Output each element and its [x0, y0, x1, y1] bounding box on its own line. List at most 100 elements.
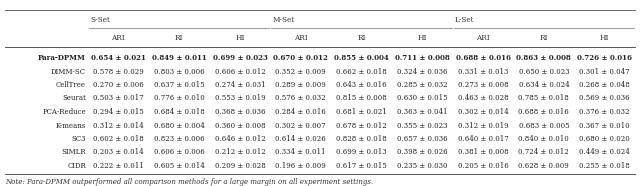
Text: 0.381 ± 0.008: 0.381 ± 0.008	[458, 148, 508, 156]
Text: 0.222 ± 0.011: 0.222 ± 0.011	[93, 162, 144, 170]
Text: 0.334 ± 0.011: 0.334 ± 0.011	[275, 148, 326, 156]
Text: 0.209 ± 0.028: 0.209 ± 0.028	[214, 162, 266, 170]
Text: 0.643 ± 0.016: 0.643 ± 0.016	[336, 81, 387, 89]
Text: M-Set: M-Set	[273, 16, 294, 24]
Text: Para-DPMM: Para-DPMM	[38, 54, 86, 62]
Text: 0.355 ± 0.023: 0.355 ± 0.023	[397, 121, 447, 129]
Text: 0.654 ± 0.021: 0.654 ± 0.021	[91, 54, 146, 62]
Text: 0.196 ± 0.009: 0.196 ± 0.009	[275, 162, 326, 170]
Text: 0.630 ± 0.015: 0.630 ± 0.015	[397, 94, 447, 102]
Text: 0.203 ± 0.014: 0.203 ± 0.014	[93, 148, 144, 156]
Text: K-means: K-means	[56, 121, 86, 129]
Text: 0.726 ± 0.016: 0.726 ± 0.016	[577, 54, 632, 62]
Text: 0.463 ± 0.028: 0.463 ± 0.028	[458, 94, 508, 102]
Text: 0.711 ± 0.008: 0.711 ± 0.008	[395, 54, 450, 62]
Text: 0.680 ± 0.004: 0.680 ± 0.004	[154, 121, 205, 129]
Text: 0.823 ± 0.006: 0.823 ± 0.006	[154, 135, 204, 143]
Text: SIMLR: SIMLR	[61, 148, 86, 156]
Text: 0.602 ± 0.018: 0.602 ± 0.018	[93, 135, 144, 143]
Text: 0.285 ± 0.032: 0.285 ± 0.032	[397, 81, 447, 89]
Text: 0.678 ± 0.012: 0.678 ± 0.012	[336, 121, 387, 129]
Text: 0.553 ± 0.019: 0.553 ± 0.019	[214, 94, 265, 102]
Text: 0.605 ± 0.014: 0.605 ± 0.014	[154, 162, 205, 170]
Text: 0.367 ± 0.010: 0.367 ± 0.010	[579, 121, 630, 129]
Text: SC3: SC3	[72, 135, 86, 143]
Text: 0.235 ± 0.030: 0.235 ± 0.030	[397, 162, 447, 170]
Text: 0.360 ± 0.008: 0.360 ± 0.008	[214, 121, 265, 129]
Text: 0.606 ± 0.012: 0.606 ± 0.012	[214, 68, 266, 76]
Text: 0.646 ± 0.012: 0.646 ± 0.012	[214, 135, 266, 143]
Text: RI: RI	[175, 34, 184, 42]
Text: 0.294 ± 0.015: 0.294 ± 0.015	[93, 108, 144, 116]
Text: S-Set: S-Set	[90, 16, 110, 24]
Text: 0.368 ± 0.036: 0.368 ± 0.036	[214, 108, 265, 116]
Text: 0.606 ± 0.006: 0.606 ± 0.006	[154, 148, 205, 156]
Text: 0.398 ± 0.026: 0.398 ± 0.026	[397, 148, 447, 156]
Text: 0.640 ± 0.017: 0.640 ± 0.017	[458, 135, 508, 143]
Text: 0.273 ± 0.008: 0.273 ± 0.008	[458, 81, 508, 89]
Text: 0.688 ± 0.016: 0.688 ± 0.016	[518, 108, 569, 116]
Text: 0.569 ± 0.036: 0.569 ± 0.036	[579, 94, 630, 102]
Text: 0.576 ± 0.032: 0.576 ± 0.032	[275, 94, 326, 102]
Text: 0.815 ± 0.008: 0.815 ± 0.008	[336, 94, 387, 102]
Text: 0.363 ± 0.041: 0.363 ± 0.041	[397, 108, 447, 116]
Text: 0.662 ± 0.018: 0.662 ± 0.018	[336, 68, 387, 76]
Text: 0.637 ± 0.015: 0.637 ± 0.015	[154, 81, 204, 89]
Text: 0.274 ± 0.031: 0.274 ± 0.031	[214, 81, 265, 89]
Text: 0.657 ± 0.036: 0.657 ± 0.036	[397, 135, 447, 143]
Text: 0.724 ± 0.012: 0.724 ± 0.012	[518, 148, 569, 156]
Text: 0.449 ± 0.024: 0.449 ± 0.024	[579, 148, 630, 156]
Text: HI: HI	[235, 34, 244, 42]
Text: PCA-Reduce: PCA-Reduce	[42, 108, 86, 116]
Text: 0.776 ± 0.010: 0.776 ± 0.010	[154, 94, 205, 102]
Text: ARI: ARI	[476, 34, 490, 42]
Text: 0.312 ± 0.019: 0.312 ± 0.019	[458, 121, 508, 129]
Text: 0.699 ± 0.013: 0.699 ± 0.013	[336, 148, 387, 156]
Text: DIMM-SC: DIMM-SC	[51, 68, 86, 76]
Text: 0.312 ± 0.014: 0.312 ± 0.014	[93, 121, 144, 129]
Text: 0.855 ± 0.004: 0.855 ± 0.004	[334, 54, 389, 62]
Text: 0.301 ± 0.047: 0.301 ± 0.047	[579, 68, 630, 76]
Text: 0.617 ± 0.015: 0.617 ± 0.015	[336, 162, 387, 170]
Text: 0.634 ± 0.024: 0.634 ± 0.024	[518, 81, 569, 89]
Text: 0.628 ± 0.009: 0.628 ± 0.009	[518, 162, 569, 170]
Text: 0.650 ± 0.023: 0.650 ± 0.023	[518, 68, 569, 76]
Text: 0.289 ± 0.009: 0.289 ± 0.009	[275, 81, 326, 89]
Text: CIDR: CIDR	[67, 162, 86, 170]
Text: 0.863 ± 0.008: 0.863 ± 0.008	[516, 54, 572, 62]
Text: HI: HI	[600, 34, 609, 42]
Text: 0.255 ± 0.018: 0.255 ± 0.018	[579, 162, 630, 170]
Text: 0.681 ± 0.021: 0.681 ± 0.021	[336, 108, 387, 116]
Text: RI: RI	[540, 34, 548, 42]
Text: 0.302 ± 0.007: 0.302 ± 0.007	[275, 121, 326, 129]
Text: 0.503 ± 0.017: 0.503 ± 0.017	[93, 94, 144, 102]
Text: Seurat: Seurat	[62, 94, 86, 102]
Text: 0.785 ± 0.018: 0.785 ± 0.018	[518, 94, 569, 102]
Text: ARI: ARI	[294, 34, 308, 42]
Text: ARI: ARI	[111, 34, 125, 42]
Text: 0.683 ± 0.005: 0.683 ± 0.005	[518, 121, 569, 129]
Text: 0.212 ± 0.012: 0.212 ± 0.012	[214, 148, 266, 156]
Text: HI: HI	[417, 34, 427, 42]
Text: 0.331 ± 0.013: 0.331 ± 0.013	[458, 68, 508, 76]
Text: 0.376 ± 0.032: 0.376 ± 0.032	[579, 108, 630, 116]
Text: 0.268 ± 0.048: 0.268 ± 0.048	[579, 81, 630, 89]
Text: 0.828 ± 0.018: 0.828 ± 0.018	[336, 135, 387, 143]
Text: CellTree: CellTree	[56, 81, 86, 89]
Text: 0.614 ± 0.026: 0.614 ± 0.026	[275, 135, 326, 143]
Text: 0.849 ± 0.011: 0.849 ± 0.011	[152, 54, 207, 62]
Text: 0.803 ± 0.006: 0.803 ± 0.006	[154, 68, 204, 76]
Text: 0.680 ± 0.020: 0.680 ± 0.020	[579, 135, 630, 143]
Text: L-Set: L-Set	[454, 16, 474, 24]
Text: 0.302 ± 0.014: 0.302 ± 0.014	[458, 108, 508, 116]
Text: RI: RI	[357, 34, 365, 42]
Text: 0.578 ± 0.029: 0.578 ± 0.029	[93, 68, 144, 76]
Text: 0.684 ± 0.018: 0.684 ± 0.018	[154, 108, 205, 116]
Text: 0.699 ± 0.023: 0.699 ± 0.023	[212, 54, 268, 62]
Text: 0.205 ± 0.016: 0.205 ± 0.016	[458, 162, 508, 170]
Text: Note: Para-DPMM outperformed all comparison methods for a large margin on all ex: Note: Para-DPMM outperformed all compari…	[5, 178, 373, 186]
Text: 0.840 ± 0.010: 0.840 ± 0.010	[518, 135, 569, 143]
Text: 0.324 ± 0.036: 0.324 ± 0.036	[397, 68, 447, 76]
Text: 0.284 ± 0.016: 0.284 ± 0.016	[275, 108, 326, 116]
Text: 0.688 ± 0.016: 0.688 ± 0.016	[456, 54, 511, 62]
